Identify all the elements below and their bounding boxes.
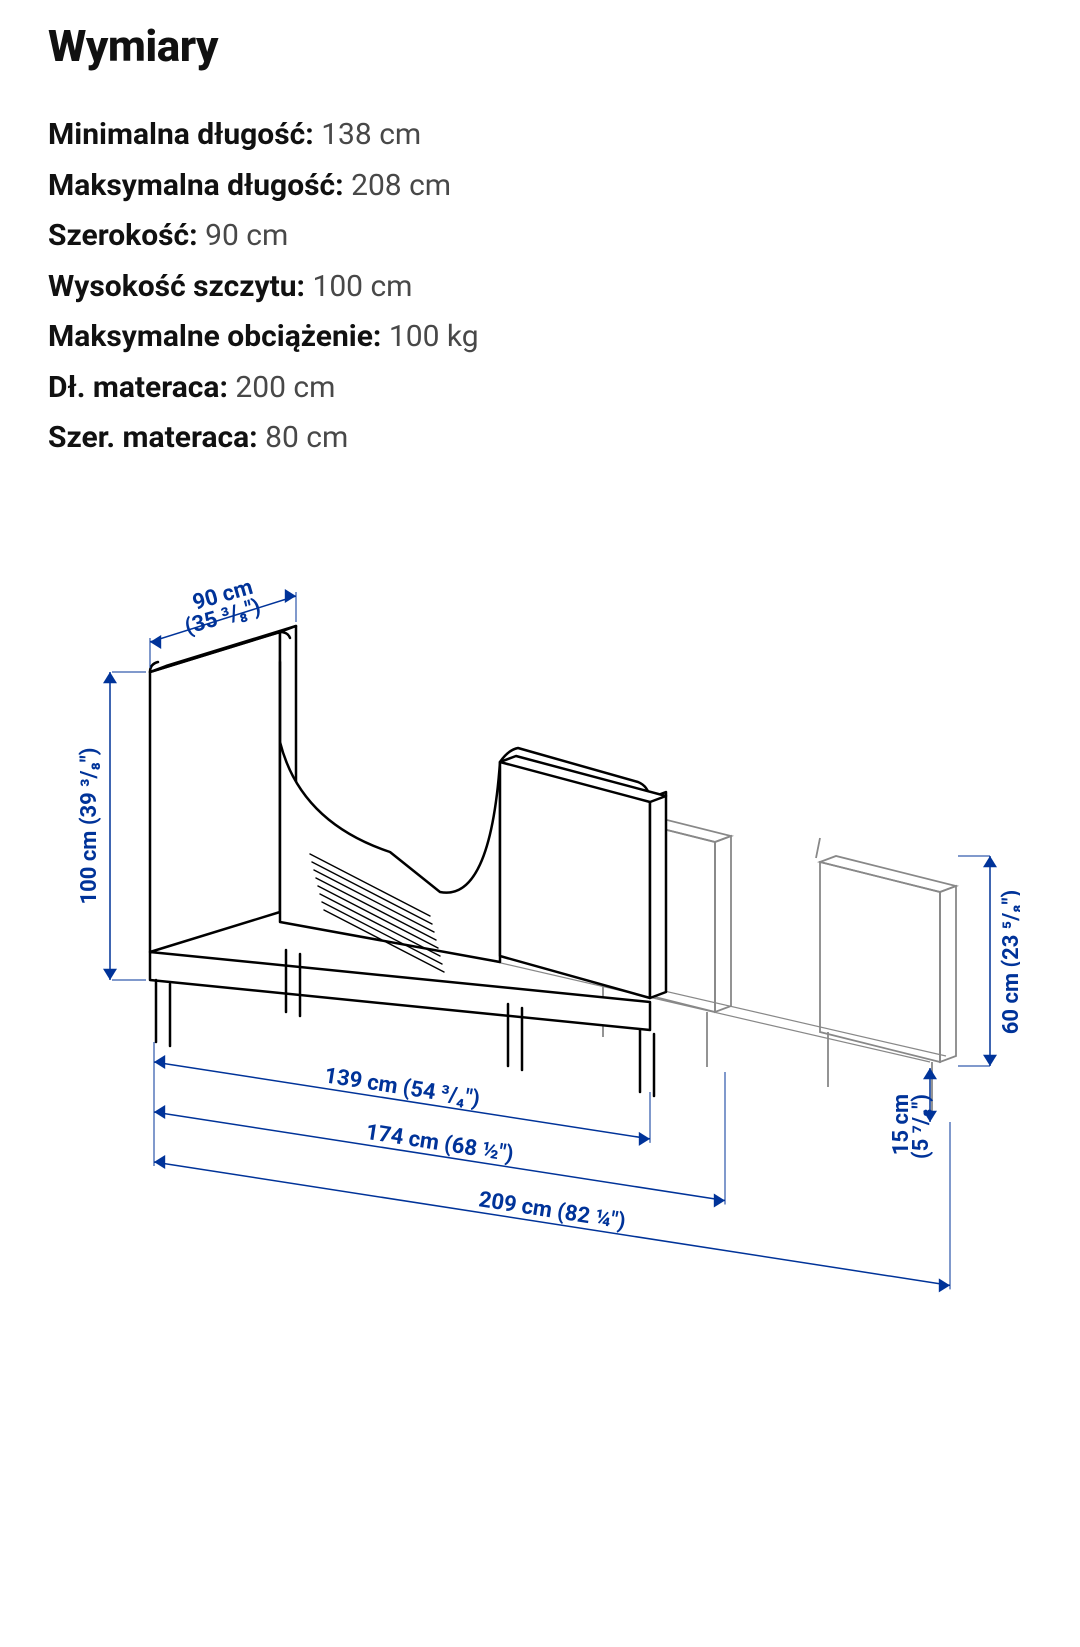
spec-row: Wysokość szczytu: 100 cm xyxy=(48,264,1032,311)
spec-label: Maksymalne obciążenie: xyxy=(48,319,381,354)
spec-list: Minimalna długość: 138 cm Maksymalna dłu… xyxy=(48,112,1032,462)
page-title: Wymiary xyxy=(48,20,1032,72)
spec-row: Maksymalna długość: 208 cm xyxy=(48,163,1032,210)
spec-label: Wysokość szczytu: xyxy=(48,269,305,304)
dimension-diagram: 90 cm(35 ³/₈")100 cm (39 ³/₈")60 cm (23 … xyxy=(48,562,1032,1342)
spec-row: Minimalna długość: 138 cm xyxy=(48,112,1032,159)
spec-row: Dł. materaca: 200 cm xyxy=(48,365,1032,412)
spec-row: Szerokość: 90 cm xyxy=(48,213,1032,260)
spec-label: Maksymalna długość: xyxy=(48,168,344,203)
spec-label: Szer. materaca: xyxy=(48,420,258,455)
spec-value: 90 cm xyxy=(205,218,288,253)
spec-label: Szerokość: xyxy=(48,218,198,253)
spec-value: 80 cm xyxy=(265,420,348,455)
spec-value: 138 cm xyxy=(321,117,421,152)
svg-text:100 cm (39 ³/₈"): 100 cm (39 ³/₈") xyxy=(77,747,102,904)
spec-label: Minimalna długość: xyxy=(48,117,314,152)
spec-value: 100 cm xyxy=(312,269,412,304)
spec-row: Szer. materaca: 80 cm xyxy=(48,415,1032,462)
svg-text:(5 ⁷/₈"): (5 ⁷/₈") xyxy=(909,1094,934,1159)
spec-value: 200 cm xyxy=(235,370,335,405)
spec-value: 100 kg xyxy=(389,319,479,354)
spec-row: Maksymalne obciążenie: 100 kg xyxy=(48,314,1032,361)
spec-label: Dł. materaca: xyxy=(48,370,228,405)
spec-value: 208 cm xyxy=(351,168,451,203)
svg-text:60 cm (23 ⁵/₈"): 60 cm (23 ⁵/₈") xyxy=(999,889,1020,1033)
